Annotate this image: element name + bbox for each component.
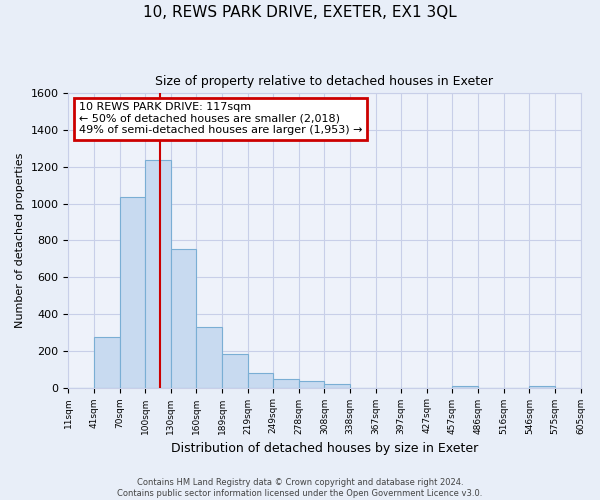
Bar [196, 327, 222, 388]
X-axis label: Distribution of detached houses by size in Exeter: Distribution of detached houses by size … [171, 442, 478, 455]
Text: Contains HM Land Registry data © Crown copyright and database right 2024.
Contai: Contains HM Land Registry data © Crown c… [118, 478, 482, 498]
Text: 10, REWS PARK DRIVE, EXETER, EX1 3QL: 10, REWS PARK DRIVE, EXETER, EX1 3QL [143, 5, 457, 20]
Bar [171, 248, 196, 388]
Bar [94, 337, 119, 388]
Text: 10 REWS PARK DRIVE: 117sqm
← 50% of detached houses are smaller (2,018)
49% of s: 10 REWS PARK DRIVE: 117sqm ← 50% of deta… [79, 102, 362, 136]
Bar [273, 380, 299, 388]
Bar [325, 384, 350, 388]
Y-axis label: Number of detached properties: Number of detached properties [15, 153, 25, 328]
Bar [248, 373, 273, 388]
Title: Size of property relative to detached houses in Exeter: Size of property relative to detached ho… [155, 75, 493, 88]
Bar [119, 197, 145, 388]
Bar [145, 160, 171, 388]
Bar [222, 354, 248, 388]
Bar [299, 381, 325, 388]
Bar [529, 386, 555, 388]
Bar [452, 386, 478, 388]
